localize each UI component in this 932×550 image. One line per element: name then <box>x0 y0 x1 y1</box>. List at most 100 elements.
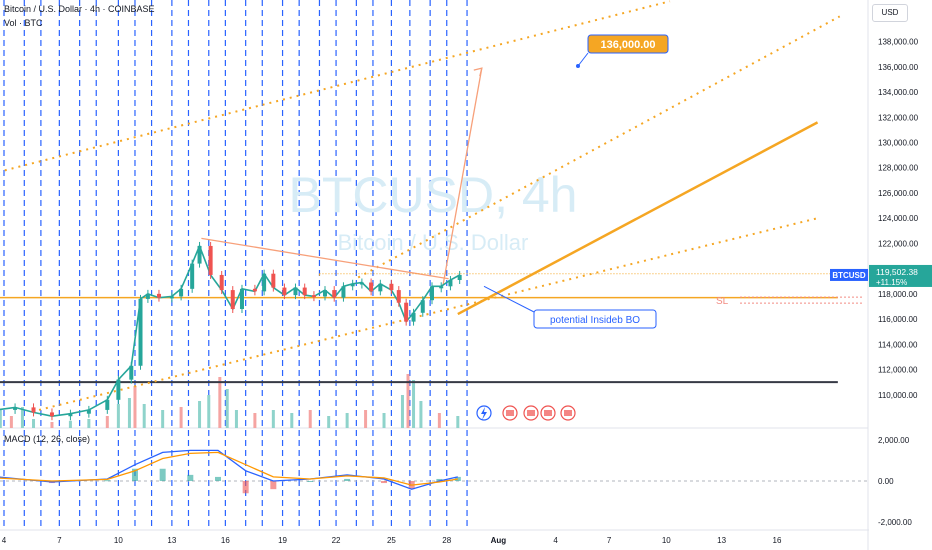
chart-title: Bitcoin / U.S. Dollar · 4h · COINBASE <box>4 4 155 14</box>
time-tick-label: 16 <box>221 536 230 545</box>
last-price-tag <box>869 264 932 287</box>
price-tick-label: 122,000.00 <box>878 239 919 248</box>
vertical-lines <box>3 0 468 530</box>
price-tick-label: 130,000.00 <box>878 139 919 148</box>
volume-bar <box>105 416 109 428</box>
volume-bar <box>133 386 137 428</box>
candle-body <box>322 290 327 297</box>
volume-bar <box>116 404 120 428</box>
candle-body <box>219 274 224 291</box>
candle-body <box>404 302 409 322</box>
candle-body <box>252 288 257 292</box>
candle-body <box>49 412 54 417</box>
volume-bar <box>327 416 331 428</box>
candle-body <box>169 296 174 299</box>
volume-bar <box>161 410 165 428</box>
time-tick-label: 7 <box>607 536 612 545</box>
macd-histogram-bar <box>104 480 111 482</box>
candle-body <box>86 409 91 414</box>
time-tick-label: 10 <box>662 536 671 545</box>
volume-bar <box>406 374 410 428</box>
macd-label: MACD (12, 26, close) <box>4 434 91 444</box>
callout-text: potential Insideb BO <box>550 315 640 326</box>
volume-bar <box>218 377 222 428</box>
time-tick-label: 22 <box>332 536 341 545</box>
candle-body <box>156 293 161 298</box>
candle-body <box>129 365 134 380</box>
volume-bar <box>437 413 441 428</box>
candle-body <box>411 312 416 322</box>
volume-bar <box>234 410 238 428</box>
time-tick-label: 4 <box>553 536 558 545</box>
price-tick-label: 114,000.00 <box>878 340 918 349</box>
candle-body <box>197 245 202 264</box>
currency-button[interactable]: USD <box>872 4 908 22</box>
time-tick-label: 16 <box>773 536 782 545</box>
volume-bar <box>271 410 275 428</box>
lower-dotted-trendline <box>38 217 818 411</box>
volume-bar <box>0 410 2 428</box>
time-tick-label: 13 <box>717 536 726 545</box>
price-tick-label: 126,000.00 <box>878 189 919 198</box>
volume-bar <box>198 401 202 428</box>
volume-bar <box>142 404 146 428</box>
time-tick-label: 13 <box>167 536 176 545</box>
candle-body <box>457 274 462 280</box>
macd-histogram-bar <box>344 478 351 481</box>
macd-histogram-bar <box>242 481 249 494</box>
price-tick-label: 112,000.00 <box>878 366 918 375</box>
candle-body <box>190 263 195 289</box>
candle-body <box>271 273 276 288</box>
macd-histogram-bar <box>131 468 138 481</box>
candle-body <box>439 286 444 289</box>
candle-body <box>369 282 374 292</box>
target-point <box>576 64 580 68</box>
volume-bar <box>290 413 294 428</box>
price-tick-label: 132,000.00 <box>878 113 919 122</box>
watermark-symbol: BTCUSD, 4h <box>289 167 578 223</box>
candle-body <box>332 290 337 298</box>
plot-background <box>0 0 868 530</box>
volume-bar <box>50 422 54 428</box>
price-tick-label: 124,000.00 <box>878 214 919 223</box>
target-label: 136,000.00 <box>600 39 655 51</box>
volume-bar <box>9 416 13 428</box>
candle-body <box>262 273 267 292</box>
flag-event-icon-fill <box>544 410 552 416</box>
price-tick-label: 134,000.00 <box>878 88 919 97</box>
volume-bar <box>419 401 423 428</box>
candle-body <box>378 283 383 292</box>
time-tick-label: 25 <box>387 536 396 545</box>
price-tick-label: 138,000.00 <box>878 38 919 47</box>
candle-body <box>302 287 307 296</box>
price-tick-label: 136,000.00 <box>878 63 919 72</box>
signal-line <box>0 451 458 486</box>
macd-pane <box>0 449 868 494</box>
candle-body <box>179 288 184 297</box>
symbol-tag-text: BTCUSD <box>832 271 866 280</box>
time-tick-label: 19 <box>278 536 287 545</box>
macd-tick-label: -2,000.00 <box>878 518 912 527</box>
candle-body <box>138 298 143 366</box>
flag-event-icon-fill <box>564 410 572 416</box>
volume-bar <box>20 407 24 428</box>
candle-body <box>429 286 434 301</box>
candle-body <box>350 283 355 287</box>
volume-bar <box>400 395 404 428</box>
price-tick-label: 110,000.00 <box>878 391 918 400</box>
watermark-name: Bitcoin / U.S. Dollar <box>338 230 529 255</box>
candle-body <box>396 290 401 303</box>
last-price: 119,502.38 <box>876 267 918 277</box>
candle-body <box>145 293 150 299</box>
candle-body <box>31 407 36 413</box>
candle-body <box>389 283 394 291</box>
candle-body <box>420 300 425 313</box>
volume-bar <box>87 419 91 428</box>
price-tick-label: 116,000.00 <box>878 315 918 324</box>
volume-bar <box>207 395 211 428</box>
macd-line <box>0 449 458 490</box>
macd-tick-label: 0.00 <box>878 477 894 486</box>
volume-label: Vol · BTC <box>4 18 43 28</box>
